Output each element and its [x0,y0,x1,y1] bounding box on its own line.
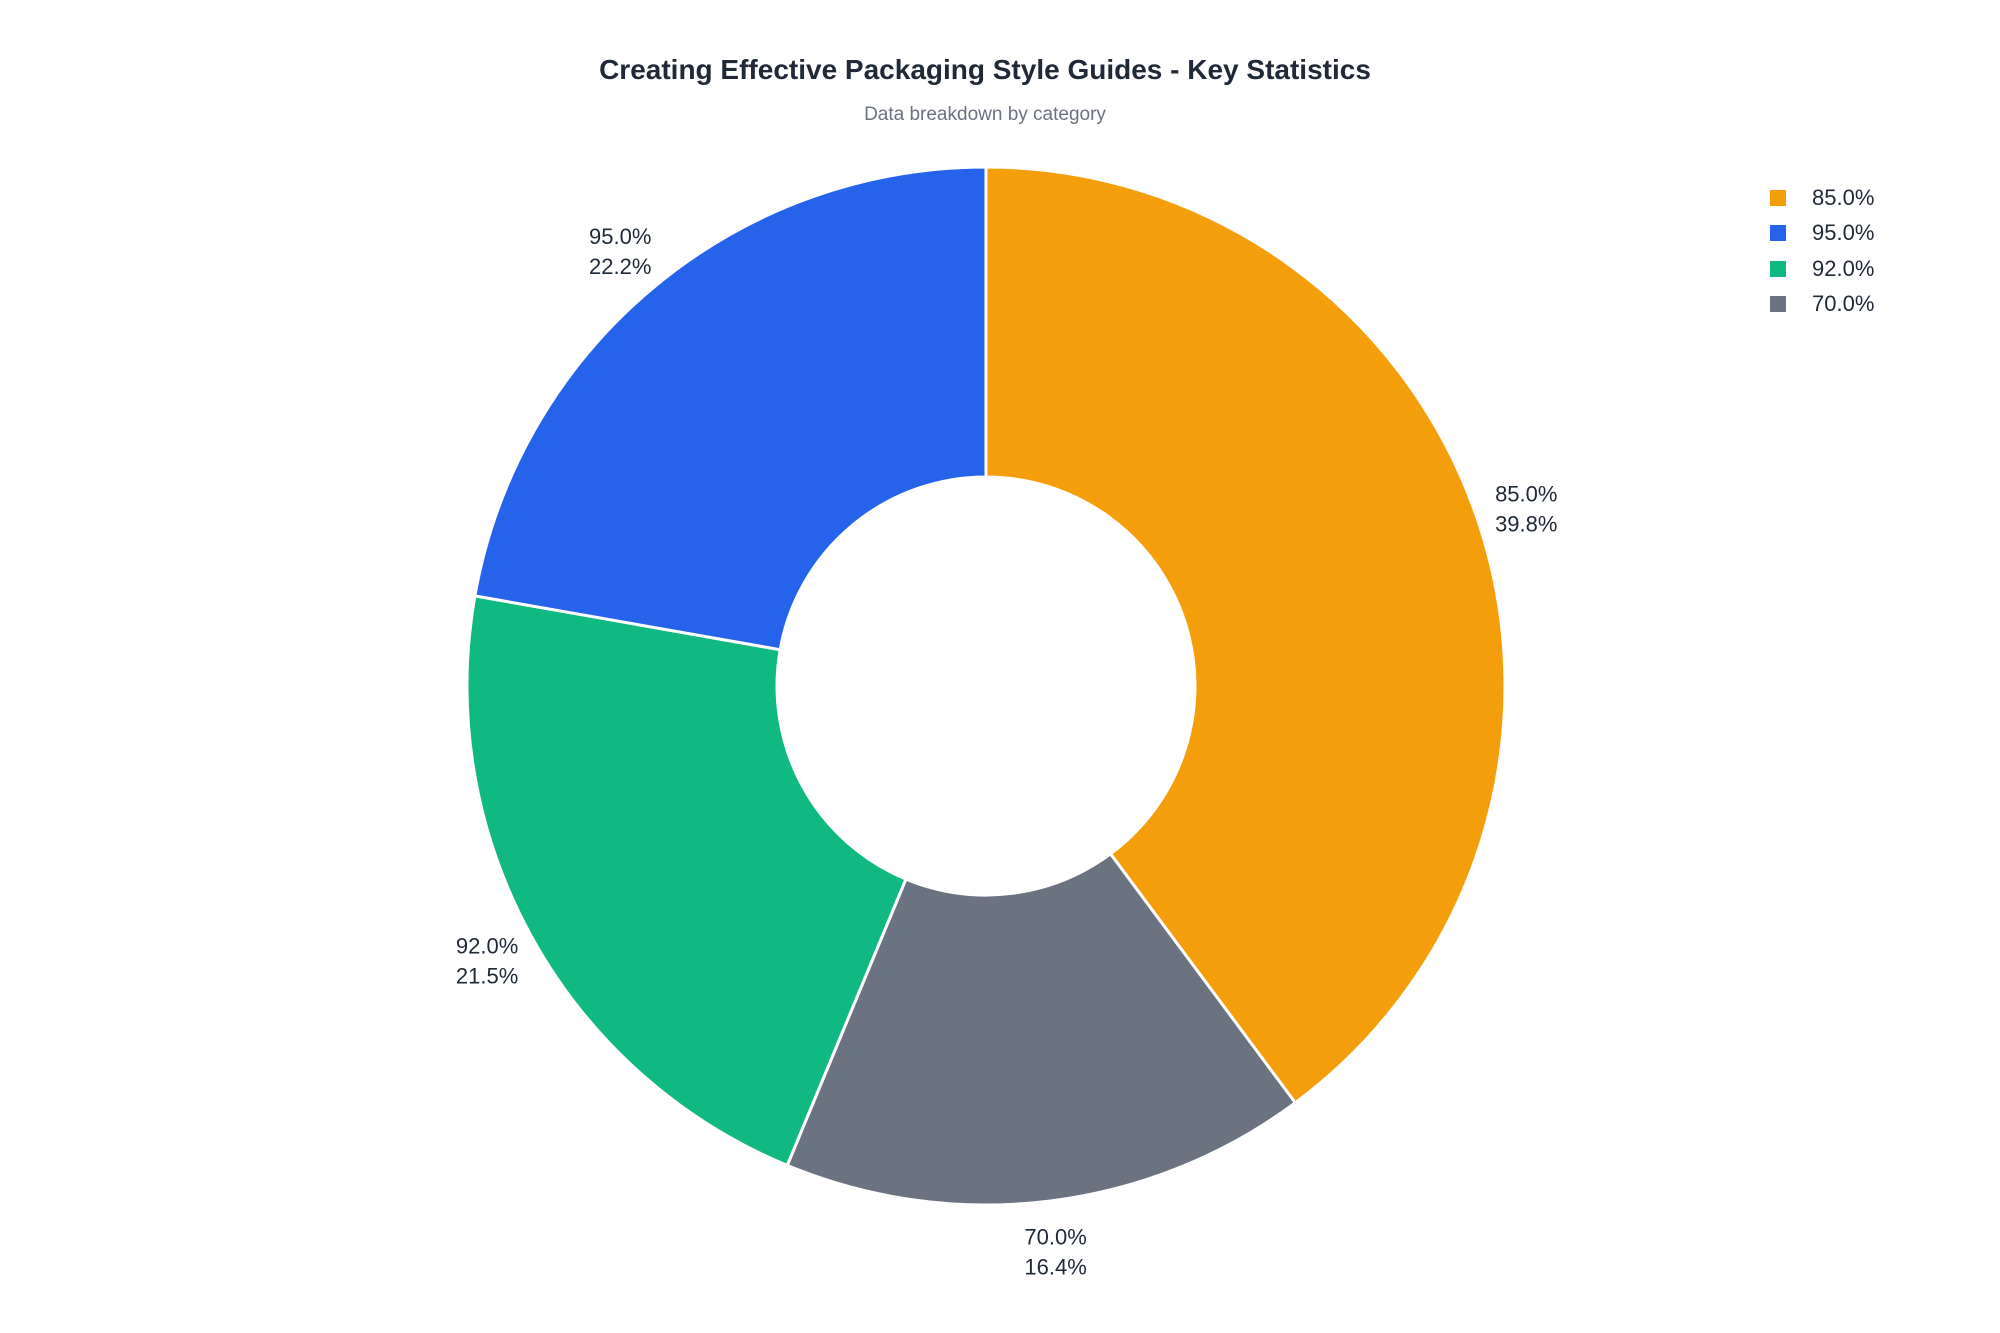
legend-swatch [1770,225,1786,242]
slice-label: 85.0% 39.8% [1495,481,1557,536]
legend-item[interactable]: 95.0% [1770,216,1874,252]
legend-label: 92.0% [1812,255,1875,281]
pie-slice[interactable] [473,165,988,652]
slice-label: 92.0% 21.5% [456,934,518,989]
legend-swatch [1770,189,1786,206]
legend-label: 85.0% [1812,184,1875,210]
legend-item[interactable]: 92.0% [1770,251,1874,287]
legend: 85.0% 95.0% 92.0% 70.0% [1770,180,1874,322]
legend-label: 70.0% [1812,291,1875,317]
legend-item[interactable]: 70.0% [1770,287,1874,323]
slice-label: 70.0% 16.4% [1024,1225,1086,1280]
slice-label: 95.0% 22.2% [589,224,651,279]
legend-swatch [1770,260,1786,277]
pie-slice[interactable] [785,851,1298,1207]
chart-subtitle: Data breakdown by category [864,104,1106,125]
legend-item[interactable]: 85.0% [1770,180,1874,216]
legend-swatch [1770,296,1786,313]
legend-label: 95.0% [1812,220,1875,246]
chart-title: Creating Effective Packaging Style Guide… [599,54,1371,85]
pie-slice[interactable] [984,165,1507,1105]
pie-slice[interactable] [465,594,908,1168]
